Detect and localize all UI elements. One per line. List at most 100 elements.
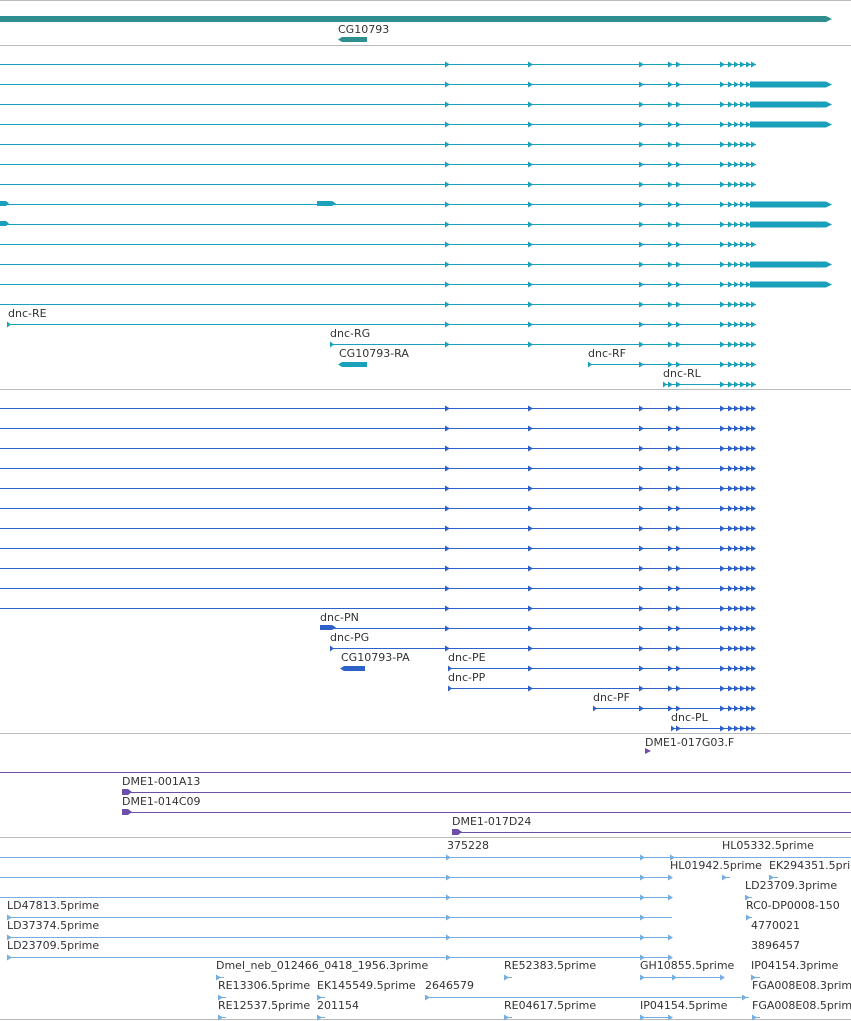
est-label[interactable]: 375228 xyxy=(447,839,489,852)
protein-feature[interactable] xyxy=(448,665,756,672)
mrna-feature[interactable] xyxy=(0,241,756,248)
protein-feature[interactable] xyxy=(320,625,756,632)
est-feature[interactable] xyxy=(425,994,749,1001)
est-label[interactable]: EK294351.5pri xyxy=(769,859,850,872)
protein-feature[interactable] xyxy=(0,405,756,412)
est-feature[interactable] xyxy=(722,874,730,881)
est-label[interactable]: Dmel_neb_012466_0418_1956.3prime xyxy=(216,959,428,972)
est-feature[interactable] xyxy=(0,874,673,881)
est-label[interactable]: 201154 xyxy=(317,999,359,1012)
gene-feature-dnc[interactable] xyxy=(0,16,832,22)
est-feature[interactable] xyxy=(640,974,725,981)
est-label[interactable]: EK145549.5prime xyxy=(317,979,416,992)
mrna-feature[interactable] xyxy=(330,341,756,348)
est-feature[interactable] xyxy=(7,914,672,921)
est-feature[interactable] xyxy=(751,974,760,981)
clone-label[interactable]: DME1-017D24 xyxy=(452,815,531,828)
est-label[interactable]: RC0-DP0008-150 xyxy=(746,899,840,912)
protein-label[interactable]: dnc-PF xyxy=(593,691,630,704)
mrna-label[interactable]: dnc-RE xyxy=(8,307,47,320)
clone-label[interactable]: DME1-017G03.F xyxy=(645,736,734,749)
mrna-feature[interactable] xyxy=(0,161,756,168)
clone-label[interactable]: DME1-001A13 xyxy=(122,775,200,788)
est-feature[interactable] xyxy=(7,934,673,941)
mrna-feature[interactable] xyxy=(0,121,832,128)
est-label[interactable]: 3896457 xyxy=(751,939,800,952)
mrna-feature[interactable] xyxy=(663,381,756,388)
est-label[interactable]: IP04154.3prime xyxy=(751,959,839,972)
est-label[interactable]: RE13306.5prime xyxy=(218,979,310,992)
est-feature[interactable] xyxy=(746,914,752,921)
mrna-partial-feature-cg10793-ra[interactable] xyxy=(338,362,367,367)
est-label[interactable]: RE04617.5prime xyxy=(504,999,596,1012)
protein-label[interactable]: dnc-PG xyxy=(330,631,369,644)
est-label[interactable]: LD23709.3prime xyxy=(745,879,837,892)
est-feature[interactable] xyxy=(0,894,673,901)
protein-feature[interactable] xyxy=(0,605,756,612)
est-label[interactable]: HL01942.5prime xyxy=(670,859,762,872)
est-label[interactable]: LD37374.5prime xyxy=(7,919,99,932)
mrna-feature[interactable] xyxy=(0,141,756,148)
protein-label[interactable]: dnc-PL xyxy=(671,711,709,724)
est-label[interactable]: RE12537.5prime xyxy=(218,999,310,1012)
protein-label[interactable]: dnc-PE xyxy=(448,651,486,664)
protein-label[interactable]: CG10793-PA xyxy=(341,651,410,664)
est-label[interactable]: GH10855.5prime xyxy=(640,959,735,972)
est-feature[interactable] xyxy=(218,1014,226,1021)
protein-feature[interactable] xyxy=(671,725,756,732)
est-label[interactable]: RE52383.5prime xyxy=(504,959,596,972)
protein-feature[interactable] xyxy=(0,465,756,472)
est-feature[interactable] xyxy=(504,974,512,981)
protein-partial-feature-cg10793-pa[interactable] xyxy=(340,666,365,671)
est-feature[interactable] xyxy=(317,994,325,1001)
protein-feature[interactable] xyxy=(0,485,756,492)
mrna-label[interactable]: CG10793-RA xyxy=(339,347,409,360)
mrna-feature[interactable] xyxy=(0,281,832,288)
mrna-feature[interactable] xyxy=(0,101,832,108)
protein-label[interactable]: dnc-PN xyxy=(320,611,359,624)
est-feature[interactable] xyxy=(7,954,673,961)
protein-feature[interactable] xyxy=(0,565,756,572)
protein-feature[interactable] xyxy=(0,445,756,452)
est-feature[interactable] xyxy=(216,974,224,981)
est-label[interactable]: FGA008E08.3prime xyxy=(752,979,851,992)
est-label[interactable]: LD47813.5prime xyxy=(7,899,99,912)
mrna-feature[interactable] xyxy=(0,81,832,88)
mrna-label[interactable]: dnc-RG xyxy=(330,327,370,340)
mrna-feature[interactable] xyxy=(7,321,756,328)
est-feature[interactable] xyxy=(752,1014,760,1021)
gene-feature-cg10793[interactable] xyxy=(338,37,367,42)
est-feature[interactable] xyxy=(640,1014,673,1021)
gene-label[interactable]: CG10793 xyxy=(338,23,389,36)
mrna-label[interactable]: dnc-RF xyxy=(588,347,626,360)
est-label[interactable]: 4770021 xyxy=(751,919,800,932)
mrna-feature[interactable] xyxy=(0,221,832,228)
protein-feature[interactable] xyxy=(0,585,756,592)
protein-label[interactable]: dnc-PP xyxy=(448,671,486,684)
est-label[interactable]: HL05332.5prime xyxy=(722,839,814,852)
est-label[interactable]: 2646579 xyxy=(425,979,474,992)
est-feature[interactable] xyxy=(0,854,851,861)
clone-feature[interactable] xyxy=(645,748,651,754)
est-feature[interactable] xyxy=(317,1014,325,1021)
protein-feature[interactable] xyxy=(593,705,756,712)
est-feature[interactable] xyxy=(769,874,778,881)
mrna-feature[interactable] xyxy=(0,181,756,188)
protein-feature[interactable] xyxy=(448,685,756,692)
est-feature[interactable] xyxy=(218,994,226,1001)
est-feature[interactable] xyxy=(504,1014,512,1021)
protein-feature[interactable] xyxy=(0,525,756,532)
mrna-feature[interactable] xyxy=(0,301,756,308)
est-label[interactable]: FGA008E08.5prime xyxy=(752,999,851,1012)
protein-feature[interactable] xyxy=(0,425,756,432)
est-feature[interactable] xyxy=(745,894,752,901)
mrna-feature[interactable] xyxy=(0,261,832,268)
mrna-feature[interactable] xyxy=(588,361,756,368)
protein-feature[interactable] xyxy=(0,505,756,512)
protein-feature[interactable] xyxy=(0,545,756,552)
protein-feature[interactable] xyxy=(330,645,756,652)
clone-label[interactable]: DME1-014C09 xyxy=(122,795,201,808)
mrna-feature[interactable] xyxy=(0,61,756,68)
mrna-feature[interactable] xyxy=(0,201,832,208)
mrna-label[interactable]: dnc-RL xyxy=(663,367,702,380)
